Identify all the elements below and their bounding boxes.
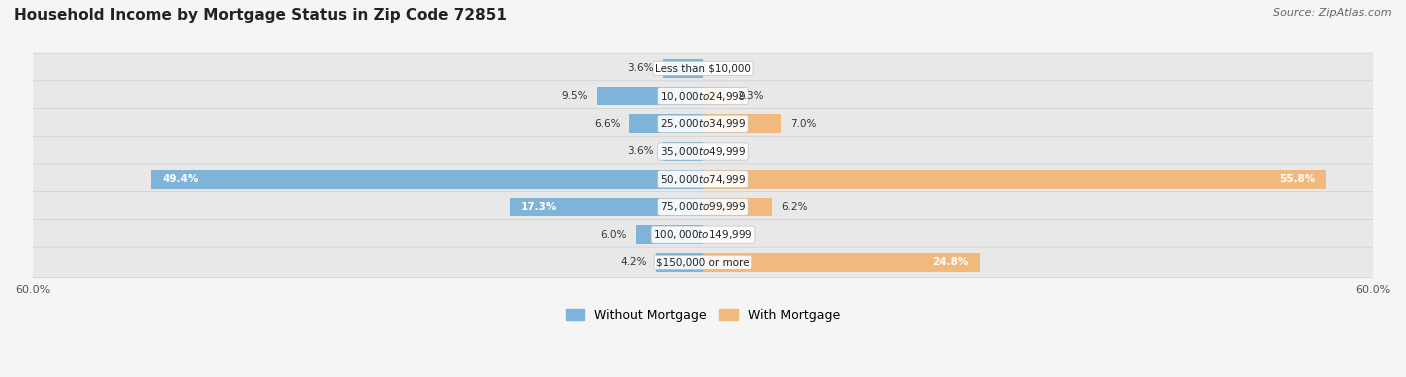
Text: 6.2%: 6.2% [782, 202, 807, 212]
Text: $10,000 to $24,999: $10,000 to $24,999 [659, 90, 747, 103]
FancyBboxPatch shape [32, 53, 1374, 84]
FancyBboxPatch shape [32, 109, 1374, 139]
Text: $50,000 to $74,999: $50,000 to $74,999 [659, 173, 747, 186]
Text: 9.5%: 9.5% [561, 91, 588, 101]
Text: 4.2%: 4.2% [620, 257, 647, 267]
Text: 3.6%: 3.6% [627, 147, 654, 156]
Text: 49.4%: 49.4% [162, 174, 198, 184]
Text: $100,000 to $149,999: $100,000 to $149,999 [654, 228, 752, 241]
Bar [510, 198, 703, 216]
FancyBboxPatch shape [32, 81, 1374, 111]
Text: $150,000 or more: $150,000 or more [657, 257, 749, 267]
FancyBboxPatch shape [32, 164, 1374, 195]
Text: 6.0%: 6.0% [600, 230, 627, 240]
Text: Household Income by Mortgage Status in Zip Code 72851: Household Income by Mortgage Status in Z… [14, 8, 508, 23]
Text: $35,000 to $49,999: $35,000 to $49,999 [659, 145, 747, 158]
Bar [636, 225, 703, 244]
Bar [662, 59, 703, 78]
Text: Less than $10,000: Less than $10,000 [655, 63, 751, 74]
Bar [703, 87, 728, 106]
Bar [703, 198, 772, 216]
Text: 6.6%: 6.6% [593, 119, 620, 129]
Bar [657, 253, 703, 272]
Bar [150, 170, 703, 188]
Text: 3.6%: 3.6% [627, 63, 654, 74]
Bar [598, 87, 703, 106]
Bar [662, 142, 703, 161]
FancyBboxPatch shape [32, 219, 1374, 250]
FancyBboxPatch shape [32, 192, 1374, 222]
Text: $25,000 to $34,999: $25,000 to $34,999 [659, 117, 747, 130]
Bar [630, 114, 703, 133]
Text: 2.3%: 2.3% [738, 91, 763, 101]
Text: $75,000 to $99,999: $75,000 to $99,999 [659, 201, 747, 213]
Text: 17.3%: 17.3% [520, 202, 557, 212]
Bar [703, 170, 1326, 188]
FancyBboxPatch shape [32, 136, 1374, 167]
Legend: Without Mortgage, With Mortgage: Without Mortgage, With Mortgage [561, 304, 845, 327]
Bar [703, 253, 980, 272]
Text: 55.8%: 55.8% [1279, 174, 1315, 184]
FancyBboxPatch shape [32, 247, 1374, 277]
Text: Source: ZipAtlas.com: Source: ZipAtlas.com [1274, 8, 1392, 18]
Text: 24.8%: 24.8% [932, 257, 969, 267]
Bar [703, 114, 782, 133]
Text: 7.0%: 7.0% [790, 119, 817, 129]
